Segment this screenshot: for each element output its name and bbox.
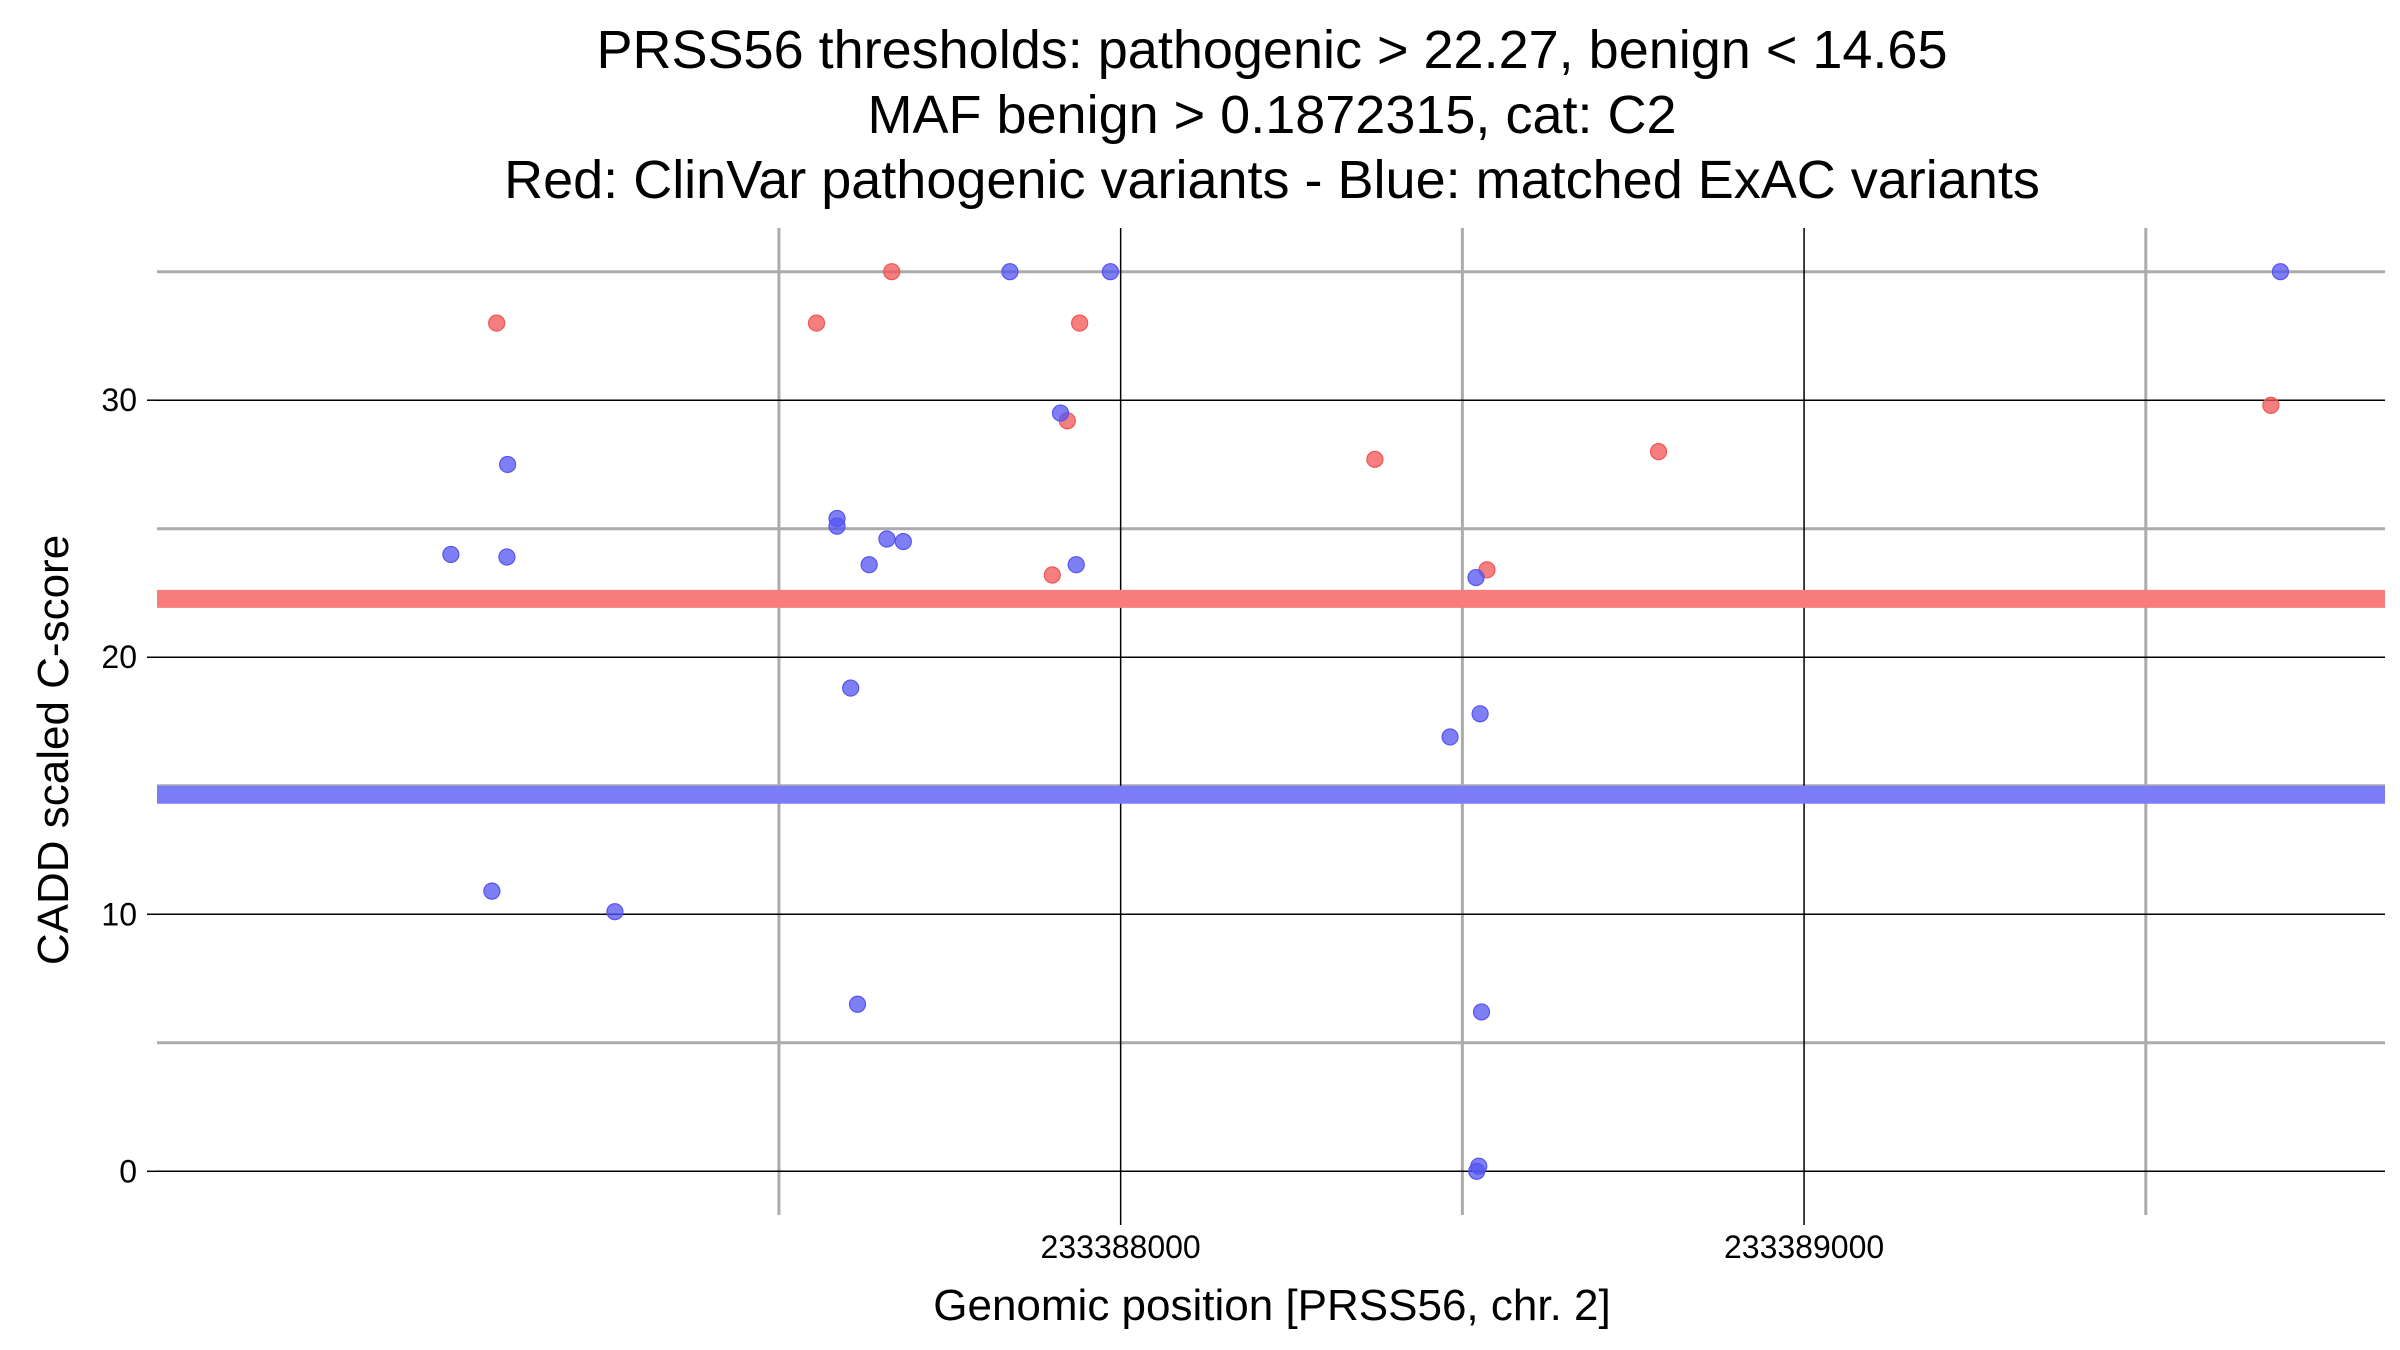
major-gridlines <box>157 228 2385 1215</box>
exac-variant-point <box>848 995 867 1013</box>
y-axis-ticks: 0 10 20 30 <box>101 382 157 1189</box>
y-tick-label: 10 <box>101 896 137 932</box>
x-axis-ticks: 233388000233389000233390000 <box>1041 1215 1884 1265</box>
exac-variant-point <box>1468 1162 1486 1180</box>
exac-variant-point <box>1467 568 1485 587</box>
clinvar-pathogenic-point <box>1043 566 1061 584</box>
clinvar-pathogenic-point <box>807 314 826 332</box>
clinvar-pathogenic-point <box>1366 450 1384 468</box>
exac-variant-point <box>498 548 516 566</box>
clinvar-pathogenic-point <box>488 314 506 332</box>
exac-variant-point <box>483 882 501 900</box>
exac-variant-point <box>1101 263 1119 281</box>
y-tick-label: 0 <box>119 1153 137 1189</box>
title-line-3: Red: ClinVar pathogenic variants - Blue:… <box>504 150 2040 210</box>
exac-variant-point <box>1067 556 1085 574</box>
threshold-bands <box>157 589 2385 804</box>
exac-variant-point <box>878 530 896 548</box>
title-line-1: PRSS56 thresholds: pathogenic > 22.27, b… <box>596 20 1947 80</box>
clinvar-pathogenic-point <box>883 263 901 281</box>
chart-title: PRSS56 thresholds: pathogenic > 22.27, b… <box>504 20 2040 210</box>
exac-variant-point <box>1472 1003 1491 1021</box>
minor-gridlines <box>157 228 2385 1215</box>
exac-variant-point <box>499 455 517 474</box>
exac-variant-point <box>1051 404 1070 422</box>
exac-variant-point <box>842 679 860 697</box>
clinvar-pathogenic-point <box>1071 314 1089 332</box>
exac-variant-point <box>2271 263 2290 281</box>
data-points <box>442 263 2290 1180</box>
clinvar-pathogenic-point <box>1649 443 1668 461</box>
exac-variant-point <box>860 556 878 574</box>
exac-variant-point <box>1001 263 1019 281</box>
y-axis-title: CADD scaled C-score <box>29 535 78 965</box>
x-tick-label: 233389000 <box>1724 1229 1884 1265</box>
y-tick-label: 30 <box>101 382 137 418</box>
exac-variant-point <box>606 903 624 921</box>
exac-variant-point <box>1441 728 1459 746</box>
clinvar-pathogenic-point <box>2262 396 2280 414</box>
y-tick-label: 20 <box>101 639 137 675</box>
title-line-2: MAF benign > 0.1872315, cat: C2 <box>867 85 1676 145</box>
x-tick-label: 233388000 <box>1041 1229 1201 1265</box>
exac-variant-point <box>894 532 912 551</box>
exac-variant-point <box>442 545 460 564</box>
exac-variant-point <box>828 517 846 535</box>
x-axis-title: Genomic position [PRSS56, chr. 2] <box>933 1281 1610 1330</box>
exac-variant-point <box>1471 705 1489 723</box>
